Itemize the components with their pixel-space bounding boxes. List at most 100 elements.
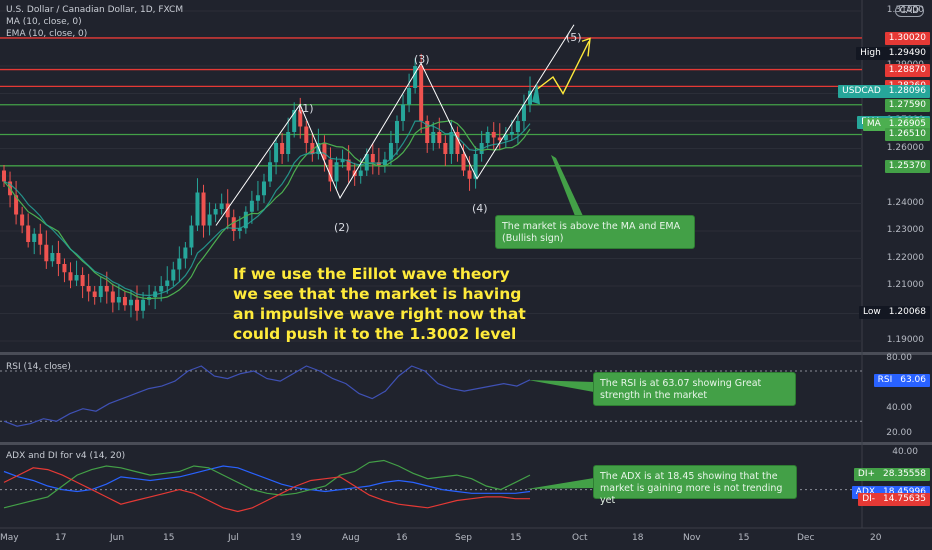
- projection-arrow: [581, 37, 591, 57]
- candle-body: [322, 143, 327, 160]
- badge-value: 1.28096: [888, 85, 926, 96]
- wave-marker: [532, 82, 540, 105]
- badge-value: 1.20068: [888, 306, 926, 317]
- price-badge: 1.25370: [884, 159, 930, 173]
- badge-value: 1.27590: [888, 99, 926, 110]
- badge-label: DI-: [862, 494, 876, 505]
- candle-body: [413, 66, 418, 88]
- legend-title: U.S. Dollar / Canadian Dollar, 1D, FXCM: [6, 5, 184, 15]
- candle-body: [116, 297, 121, 303]
- candle-body: [201, 192, 206, 226]
- badge-label: RSI: [877, 374, 893, 385]
- rsi-line: [3, 365, 531, 427]
- candle-body: [388, 143, 393, 160]
- candle-body: [249, 200, 254, 212]
- pane-separator: [0, 352, 932, 355]
- di-minus-line: [3, 467, 530, 513]
- candle-body: [92, 291, 97, 297]
- candle-body: [528, 90, 532, 105]
- candle-body: [32, 233, 37, 242]
- price-tick-label: 1.21000: [886, 280, 924, 290]
- candle-body: [50, 253, 55, 262]
- candle-body: [189, 225, 194, 248]
- candle-body: [340, 159, 345, 163]
- candle-body: [419, 66, 424, 121]
- price-tick-label: 1.31000: [886, 5, 924, 15]
- candle-body: [38, 233, 43, 245]
- candle-body: [437, 132, 442, 143]
- badge-value: 1.26510: [888, 129, 926, 140]
- time-tick-label: Oct: [572, 533, 588, 543]
- badge-label: DI+: [857, 469, 876, 480]
- ema-line: [3, 120, 531, 297]
- wave-label-5: (5): [566, 31, 582, 44]
- candle-body: [443, 143, 448, 154]
- adx-note: The ADX is at 18.45 showing that the mar…: [593, 465, 797, 506]
- price-tick-label: 1.24000: [886, 197, 924, 208]
- badge-label: USDCAD: [842, 85, 881, 96]
- price-badge: Low 1.20068: [859, 305, 930, 319]
- price-badge: 1.30020: [884, 31, 930, 45]
- time-tick-label: 16: [396, 533, 408, 543]
- price-badge: 1.27590: [884, 98, 930, 112]
- legend-ma: MA (10, close, 0): [6, 17, 82, 27]
- time-tick-label: Aug: [342, 533, 360, 543]
- candle-body: [310, 143, 315, 154]
- price-tick-label: 1.23000: [886, 225, 924, 235]
- callout-pointer: [528, 380, 594, 392]
- candle-body: [521, 104, 526, 121]
- price-badge: 1.28870: [884, 63, 930, 77]
- candle-body: [68, 272, 73, 281]
- candle-body: [286, 132, 291, 154]
- candle-body: [159, 286, 164, 292]
- wave-label-1: (1): [298, 102, 314, 115]
- currency-badge[interactable]: CAD: [894, 5, 924, 17]
- candle-body: [110, 291, 115, 303]
- candle-body: [56, 253, 61, 264]
- price-badge: USDCAD 1.28096: [838, 84, 930, 98]
- wave-label-4: (4): [472, 202, 488, 215]
- badge-label: Low: [863, 306, 881, 317]
- candle-body: [183, 247, 188, 259]
- badge-label: High: [860, 47, 881, 58]
- badge-value: 14.75635: [883, 494, 926, 505]
- badge-label: ADX: [856, 487, 875, 497]
- candle-body: [237, 228, 242, 231]
- candle-body: [455, 132, 460, 154]
- candle-body: [213, 209, 218, 215]
- badge-value: 63.06: [900, 374, 926, 385]
- pane-separator: [0, 442, 932, 445]
- candle-body: [268, 162, 273, 182]
- price-badge: MA 1.26905: [862, 117, 930, 131]
- candle-body: [407, 88, 412, 105]
- candle-body: [128, 299, 133, 306]
- candle-body: [177, 258, 182, 270]
- ma-line: [3, 119, 531, 300]
- price-tick-label: 1.22000: [886, 252, 924, 263]
- candle-body: [225, 203, 230, 218]
- candle-body: [261, 181, 266, 196]
- projection-path: [534, 40, 590, 95]
- candle-body: [509, 132, 514, 135]
- candle-body: [44, 244, 49, 262]
- time-tick-label: 15: [510, 533, 522, 543]
- candle-body: [2, 170, 6, 182]
- price-badge: High 1.29490: [856, 46, 930, 60]
- candle-body: [298, 110, 303, 127]
- rsi-tick-label: 40.00: [886, 402, 912, 413]
- elliott-wave-note: If we use the Eillot wave theory we see …: [233, 265, 526, 343]
- callout-pointer: [527, 478, 594, 489]
- candle-body: [328, 159, 333, 182]
- rsi-badge: RSI 63.06: [873, 373, 930, 387]
- di-plus-line: [3, 459, 531, 509]
- candle-body: [243, 211, 248, 229]
- price-tick-label: 1.26000: [886, 142, 924, 153]
- candle-body: [165, 280, 170, 286]
- candle-body: [473, 154, 478, 179]
- candle-body: [62, 264, 67, 273]
- candle-body: [425, 121, 430, 143]
- badge-value: 1.28870: [888, 64, 926, 75]
- time-tick-label: 17: [55, 533, 67, 543]
- candle-body: [207, 214, 212, 226]
- time-tick-label: Nov: [683, 533, 701, 543]
